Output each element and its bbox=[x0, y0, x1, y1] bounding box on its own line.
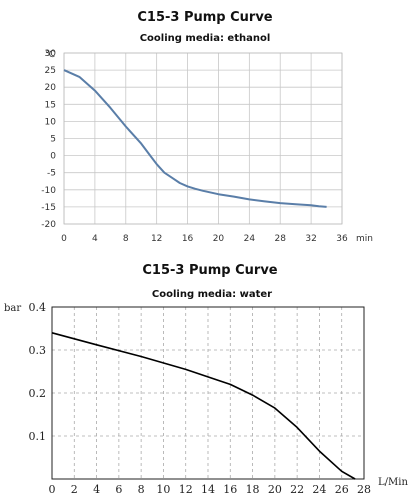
chart-2-x-tick-label: 4 bbox=[93, 483, 100, 496]
chart-2-x-tick-label: 20 bbox=[268, 483, 282, 496]
chart-1-y-tick-label: -5 bbox=[47, 169, 56, 179]
chart-2-plot-frame bbox=[51, 306, 365, 480]
water-cooling-chart: C15-3 Pump Curve Cooling media: water ba… bbox=[4, 263, 408, 496]
chart-1-x-tick-label: 24 bbox=[244, 234, 256, 244]
chart-1-x-tick-label: 8 bbox=[123, 234, 129, 244]
chart-1-x-tick-label: 32 bbox=[305, 234, 316, 244]
chart-1-x-tick-label: 12 bbox=[151, 234, 162, 244]
chart-1-y-tick-label: 15 bbox=[45, 100, 56, 110]
chart-1-x-tick-label: 20 bbox=[213, 234, 225, 244]
chart-2-grid bbox=[51, 306, 365, 480]
chart-2-x-tick-label: 8 bbox=[138, 483, 145, 496]
chart-1-y-unit: ℃ bbox=[45, 50, 55, 60]
chart-1-y-tick-label: 25 bbox=[45, 66, 56, 76]
chart-2-x-tick-label: 26 bbox=[335, 483, 349, 496]
chart-2-x-tick-label: 24 bbox=[312, 483, 326, 496]
chart-2-y-tick-label: 0.3 bbox=[29, 344, 47, 357]
chart-1-y-tick-label: -15 bbox=[41, 203, 56, 213]
ethanol-cooling-chart: C15-3 Pump Curve Cooling media: ethanol … bbox=[41, 10, 373, 244]
chart-1-grid bbox=[63, 52, 343, 225]
chart-1-y-tick-label: 5 bbox=[50, 135, 56, 145]
chart-2-x-tick-label: 28 bbox=[357, 483, 371, 496]
chart-2-y-unit: bar bbox=[4, 303, 21, 314]
chart-1-y-tick-label: 30 bbox=[45, 49, 57, 59]
chart-1-x-tick-label: 4 bbox=[92, 234, 98, 244]
chart-1-y-tick-label: 20 bbox=[45, 83, 57, 93]
chart-1-plot-frame bbox=[63, 52, 343, 225]
chart-2-x-ticks: 0 2 4 6 8 10 12 14 16 18 20 22 24 26 28 bbox=[49, 483, 372, 496]
chart-2-subtitle: Cooling media: water bbox=[152, 289, 272, 300]
chart-2-y-tick-label: 0.2 bbox=[29, 387, 47, 400]
chart-1-y-ticks: 30 25 20 15 10 5 0 -5 -10 -15 -20 bbox=[41, 49, 56, 230]
chart-2-x-tick-label: 0 bbox=[49, 483, 56, 496]
chart-2-x-tick-label: 16 bbox=[223, 483, 237, 496]
chart-2-x-tick-label: 12 bbox=[179, 483, 193, 496]
chart-1-x-tick-label: 0 bbox=[61, 234, 67, 244]
chart-1-plot bbox=[63, 69, 327, 208]
chart-1-y-tick-label: 0 bbox=[50, 152, 56, 162]
chart-2-x-tick-label: 18 bbox=[246, 483, 260, 496]
chart-1-title: C15-3 Pump Curve bbox=[137, 10, 272, 25]
chart-1-x-ticks: 0 4 8 12 16 20 24 28 32 36 bbox=[61, 234, 348, 244]
chart-1-y-tick-label: -20 bbox=[41, 220, 56, 230]
chart-2-plot bbox=[51, 332, 356, 480]
chart-2-y-tick-label: 0.4 bbox=[29, 301, 47, 314]
chart-2-y-tick-label: 0.1 bbox=[29, 430, 47, 443]
chart-2-x-tick-label: 6 bbox=[115, 483, 122, 496]
chart-1-x-tick-label: 28 bbox=[274, 234, 286, 244]
chart-2-x-unit: L/Min bbox=[378, 477, 408, 488]
chart-2-x-tick-label: 22 bbox=[290, 483, 304, 496]
chart-1-y-tick-label: -10 bbox=[41, 186, 56, 196]
chart-1-series-line bbox=[63, 69, 327, 208]
chart-2-x-tick-label: 2 bbox=[71, 483, 78, 496]
chart-1-x-tick-label: 36 bbox=[336, 234, 348, 244]
chart-1-x-unit: min bbox=[356, 234, 373, 244]
chart-2-x-tick-label: 10 bbox=[156, 483, 170, 496]
chart-2-y-ticks: 0.4 0.3 0.2 0.1 bbox=[29, 301, 47, 443]
chart-2-series-line bbox=[51, 332, 356, 480]
chart-1-subtitle: Cooling media: ethanol bbox=[140, 33, 271, 44]
chart-1-x-tick-label: 16 bbox=[182, 234, 194, 244]
chart-2-x-tick-label: 14 bbox=[201, 483, 215, 496]
chart-1-y-tick-label: 10 bbox=[45, 117, 57, 127]
chart-2-title: C15-3 Pump Curve bbox=[142, 263, 277, 278]
